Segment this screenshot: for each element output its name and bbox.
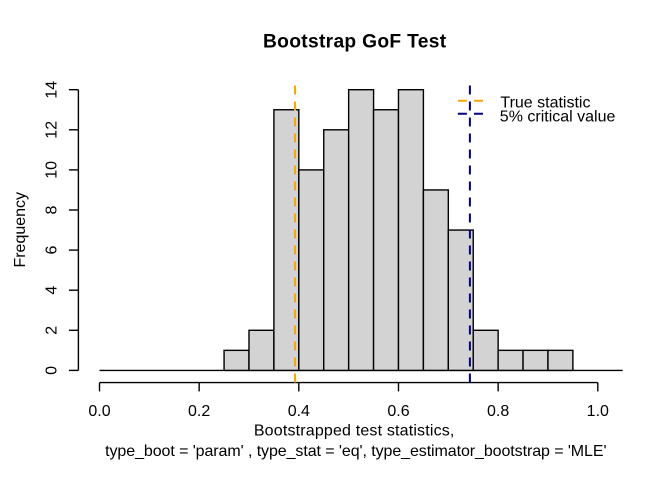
svg-text:0.0: 0.0 xyxy=(88,403,110,420)
svg-text:8: 8 xyxy=(43,205,60,214)
svg-text:0: 0 xyxy=(43,366,60,375)
svg-text:4: 4 xyxy=(43,286,60,295)
svg-text:14: 14 xyxy=(43,81,60,99)
svg-text:2: 2 xyxy=(43,326,60,335)
svg-text:0.6: 0.6 xyxy=(387,403,409,420)
svg-text:Frequency: Frequency xyxy=(12,192,29,268)
svg-text:0.4: 0.4 xyxy=(288,403,310,420)
svg-text:0.2: 0.2 xyxy=(188,403,210,420)
svg-text:10: 10 xyxy=(43,161,60,179)
svg-text:12: 12 xyxy=(43,121,60,139)
svg-text:True statistic: True statistic xyxy=(500,95,590,112)
svg-text:6: 6 xyxy=(43,246,60,255)
svg-text:Bootstrapped test statistics,: Bootstrapped test statistics, xyxy=(254,422,455,439)
svg-text:Bootstrap GoF Test: Bootstrap GoF Test xyxy=(263,31,447,52)
svg-text:1.0: 1.0 xyxy=(587,403,609,420)
svg-text:type_boot = 'param' , type_sta: type_boot = 'param' , type_stat = 'eq', … xyxy=(105,443,606,460)
svg-text:5% critical value: 5% critical value xyxy=(500,108,616,125)
svg-text:0.8: 0.8 xyxy=(487,403,509,420)
